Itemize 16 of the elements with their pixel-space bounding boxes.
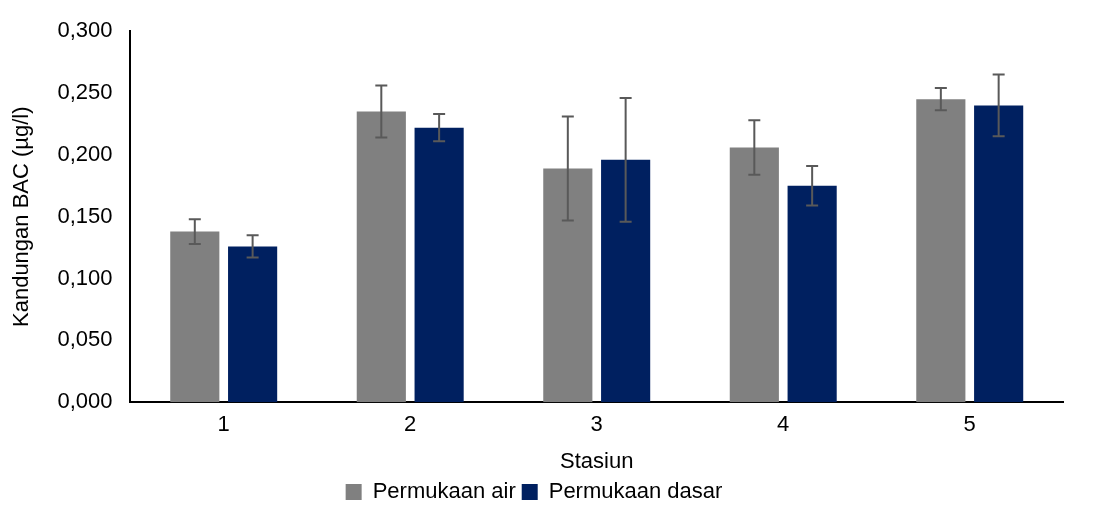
x-tick-label: 1 <box>217 411 230 437</box>
x-tick-label: 4 <box>777 411 790 437</box>
y-tick-label: 0,200 <box>57 140 113 166</box>
x-tick-label: 5 <box>963 411 976 437</box>
y-tick-label: 0,050 <box>57 326 113 352</box>
y-tick-label: 0,300 <box>57 17 113 43</box>
x-tick-label: 2 <box>404 411 417 437</box>
y-tick-label: 0,100 <box>57 264 113 290</box>
y-axis-title: Kandungan BAC (µg/l) <box>8 106 34 327</box>
y-tick-label: 0,150 <box>57 202 113 228</box>
x-tick-label: 3 <box>590 411 603 437</box>
x-axis-title: Stasiun <box>560 447 634 473</box>
legend-label: Permukaan air <box>372 478 516 504</box>
y-tick-label: 0,250 <box>57 79 113 105</box>
y-tick-label: 0,000 <box>57 388 113 414</box>
legend-label: Permukaan dasar <box>548 478 723 504</box>
